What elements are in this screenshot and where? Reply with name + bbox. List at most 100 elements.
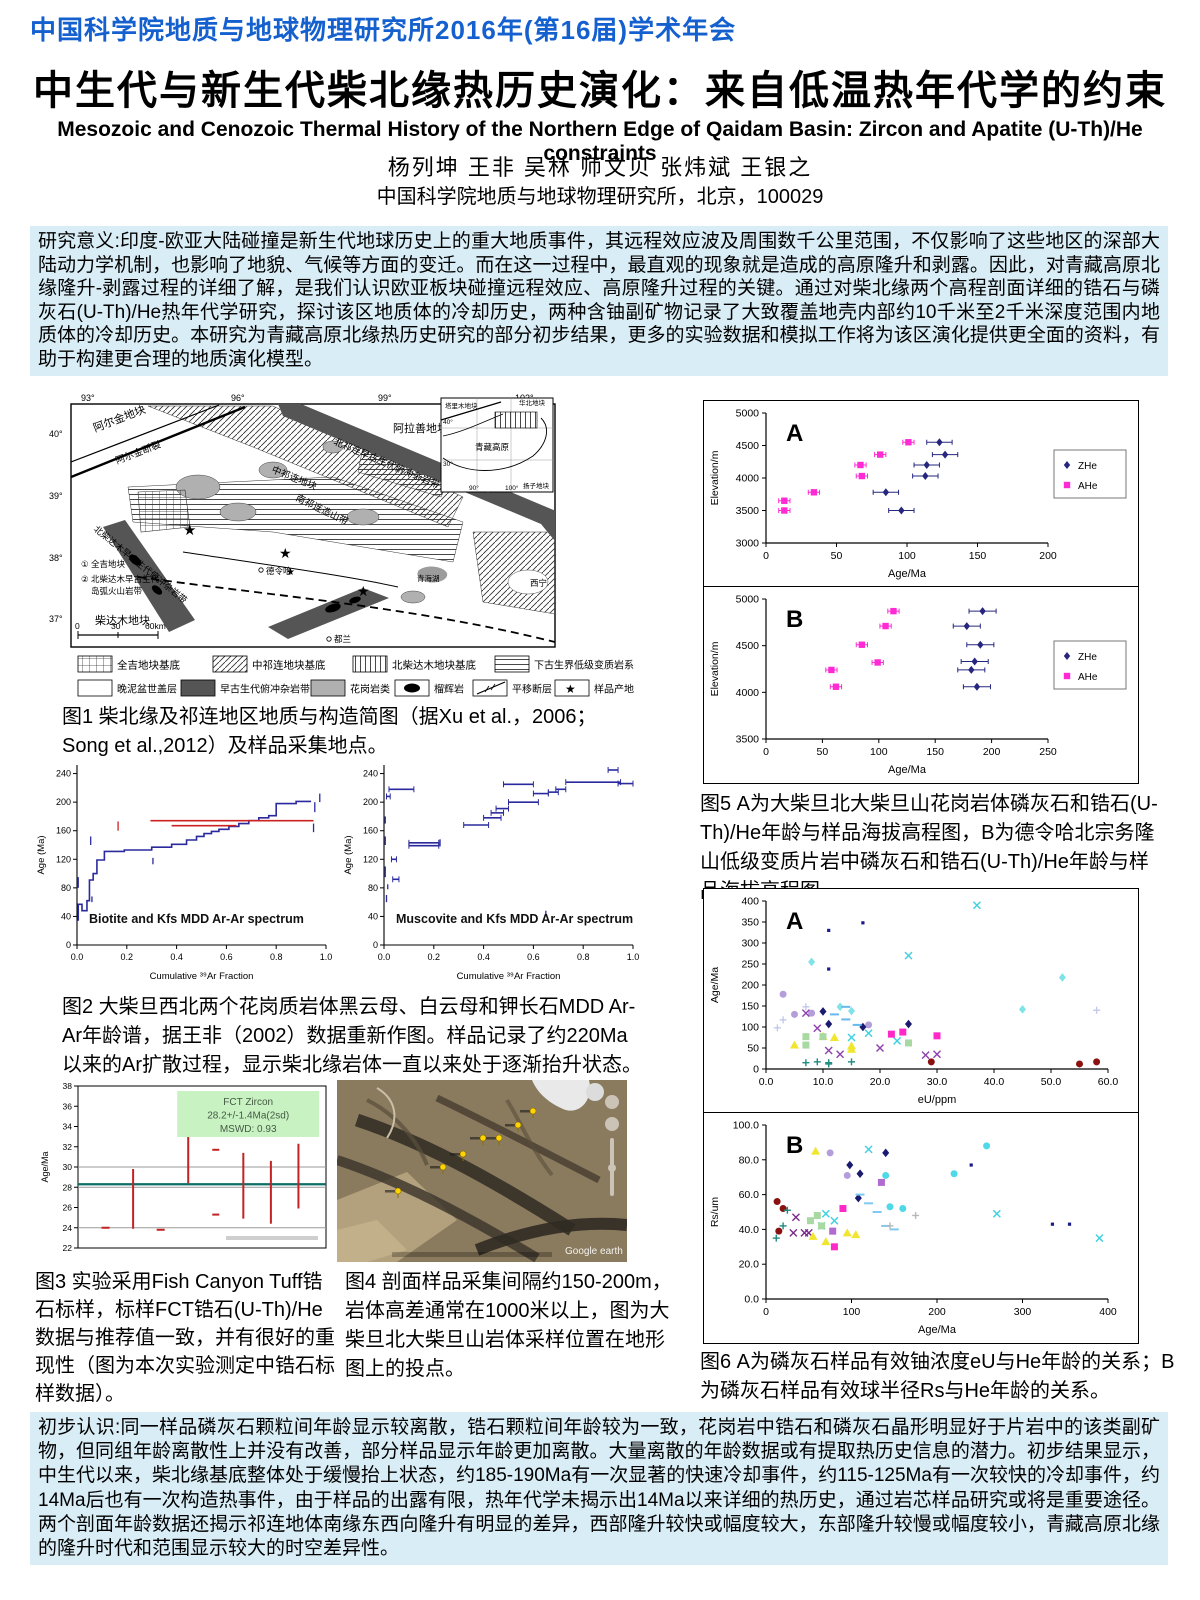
svg-text:20.0: 20.0 [870,1076,891,1088]
svg-text:22: 22 [63,1243,73,1253]
svg-text:0.6: 0.6 [220,952,233,962]
map-label-delingha: 德令哈 [266,566,292,576]
svg-text:160: 160 [363,826,378,836]
svg-text:1.0: 1.0 [320,952,333,962]
svg-text:200: 200 [741,980,759,992]
svg-text:全吉地块基底: 全吉地块基底 [117,659,180,672]
svg-text:0.8: 0.8 [270,952,283,962]
svg-text:0: 0 [763,550,769,562]
svg-text:早古生代俯冲杂岩带: 早古生代俯冲杂岩带 [220,683,310,696]
map-label-alashan: 阿拉善地块 [393,421,448,435]
poster-title-cn: 中生代与新生代柴北缘热历史演化：来自低温热年代学的约束 [33,69,1167,113]
svg-text:26: 26 [63,1203,73,1213]
svg-text:40: 40 [61,911,71,921]
authors: 杨列坤 王非 吴林 师文贝 张炜斌 王银之 [387,155,813,180]
svg-text:样品产地: 样品产地 [594,683,634,696]
svg-text:50.0: 50.0 [1041,1076,1062,1088]
svg-text:0: 0 [66,940,71,950]
svg-text:1.0: 1.0 [627,952,640,962]
svg-text:100.0: 100.0 [733,1120,759,1132]
map-scale-bar: 0 30 60km [75,621,166,639]
map-geology: ★ ★ ★ ★ [71,404,555,643]
svg-text:0.0: 0.0 [759,1076,774,1088]
map-lat-tick: 39° [49,491,63,501]
svg-text:100: 100 [898,550,916,562]
fig5-panel-a-chart: 0 50 100 150 200 3000 3500 4000 4500 5000 Age/Ma El… [709,408,1127,580]
svg-text:Muscovite and Kfs MDD Ar-Ar sp: Muscovite and Kfs MDD Ar-Ar spectrum [396,912,633,926]
svg-text:100: 100 [870,746,888,758]
svg-text:Age/Ma: Age/Ma [40,1151,50,1182]
fig2-right-spectrum-chart: 0.0 0.2 0.4 0.6 0.8 1.0 0 40 80 120 160 200 240 Cumul… [343,765,640,982]
svg-text:120: 120 [56,854,71,864]
fig3-fct-chart: 22 24 26 28 30 32 34 36 38 Age/Ma FCT Zircon 28.2+/… [40,1081,327,1253]
svg-text:300: 300 [1014,1306,1032,1318]
conclusions-paragraph: 初步认识:同一样品磷灰石颗粒间年龄显示较离散，锆石颗粒间年龄较为一致，花岗岩中锆… [30,1412,1168,1566]
svg-text:350: 350 [741,917,759,929]
map-legend-row2: 晚泥盆世盖层 早古生代俯冲杂岩带 花岗岩类 榴辉岩 平移断层 ★ 样品产地 [77,679,634,697]
svg-text:Age/Ma: Age/Ma [709,967,721,1003]
svg-text:80: 80 [368,883,378,893]
map-lat-tick: 40° [49,429,63,439]
svg-text:200: 200 [1039,550,1057,562]
svg-text:250: 250 [741,959,759,971]
svg-text:晚泥盆世盖层: 晚泥盆世盖层 [117,683,177,696]
map-label-qaidam: 柴达木地块 [95,613,150,627]
svg-text:100: 100 [843,1306,861,1318]
fig2-left-spectrum-chart: 0.0 0.2 0.4 0.6 0.8 1.0 0 40 80 120 160 200 240 Cumul… [36,765,333,982]
fig6-panel-b-box: 0 100 200 300 400 0.0 20.0 40.0 60.0 80.0 100.0 Age… [703,1112,1139,1344]
svg-text:120: 120 [363,854,378,864]
svg-text:Rs/um: Rs/um [709,1197,721,1228]
fig6-caption: 图6 A为磷灰石样品有效铀浓度eU与He年龄的关系；B为磷灰石样品有效球半径Rs… [700,1351,1175,1402]
fig3-caption: 图3 实验采用Fish Canyon Tuff锆石标样，标样FCT锆石(U-Th… [35,1271,335,1405]
map-lon-tick: 93° [81,393,95,403]
fig6-panel-a-chart: 0.0 10.0 20.0 30.0 40.0 50.0 60.0 0 50 100 150 200 2… [709,896,1118,1107]
svg-text:Age/Ma: Age/Ma [888,568,927,580]
svg-text:20.0: 20.0 [739,1259,760,1271]
map-label-xining: 西宁 [530,578,547,588]
svg-text:中祁连地块基底: 中祁连地块基底 [252,659,326,672]
svg-text:200: 200 [363,797,378,807]
poster-title-en: Mesozoic and Cenozoic Thermal History of… [57,118,1143,165]
sample-star-icon: ★ [286,567,295,578]
svg-text:40.0: 40.0 [739,1224,760,1236]
svg-text:AHe: AHe [1078,481,1098,492]
svg-text:0.2: 0.2 [121,952,134,962]
svg-text:4500: 4500 [736,440,760,452]
map-note-1: ① 全吉地块 [81,559,125,569]
svg-text:100: 100 [741,1022,759,1034]
fig6-panel-b-chart: 0 100 200 300 400 0.0 20.0 40.0 60.0 80.0 100.0 Age… [709,1120,1117,1337]
svg-text:0: 0 [763,746,769,758]
fig1-caption: 图1 柴北缘及祁连地区地质与构造简图（据Xu et al.，2006；Song … [62,706,597,757]
svg-text:34: 34 [63,1122,73,1132]
fig2-figure: 0.0 0.2 0.4 0.6 0.8 1.0 0 40 80 120 160 200 240 Cumul… [33,757,336,985]
fig5-panel-b-chart: 0 50 100 150 200 250 3500 4000 4500 5000 Age/Ma Ele… [709,594,1127,776]
inset-label-north-china: 华北地块 [519,398,546,407]
affiliation: 中国科学院地质与地球物理研究所，北京，100029 [376,186,824,208]
fig2-figure-right: 0.0 0.2 0.4 0.6 0.8 1.0 0 40 80 120 160 200 240 Cumul… [340,757,643,985]
inset-label-plateau: 青藏高原 [475,442,509,452]
svg-text:北柴达木地块基底: 北柴达木地块基底 [392,659,476,672]
svg-text:36: 36 [63,1101,73,1111]
svg-text:0: 0 [373,940,378,950]
svg-text:0: 0 [75,621,80,631]
svg-text:ZHe: ZHe [1078,461,1097,472]
fig1-map: 93° 96° 99° 102° 40° 39° 38° 37° [49,393,634,697]
svg-text:40°: 40° [443,418,453,426]
svg-text:40: 40 [368,911,378,921]
svg-text:0: 0 [763,1306,769,1318]
svg-text:400: 400 [741,896,759,908]
svg-text:4500: 4500 [736,640,760,652]
svg-text:榴辉岩: 榴辉岩 [434,683,464,696]
significance-paragraph: 研究意义:印度-欧亚大陆碰撞是新生代地球历史上的重大地质事件，其远程效应波及周围… [30,226,1168,376]
google-earth-watermark: Google earth [565,1246,623,1257]
svg-text:0.6: 0.6 [527,952,540,962]
svg-text:Age (Ma): Age (Ma) [343,835,354,874]
legend-star-icon: ★ [565,682,576,696]
svg-text:花岗岩类: 花岗岩类 [350,683,390,696]
fig1-map-figure: 93° 96° 99° 102° 40° 39° 38° 37° [33,392,638,707]
svg-text:MSWD: 0.93: MSWD: 0.93 [220,1124,277,1135]
fig5-panel-a-box: 0 50 100 150 200 3000 3500 4000 4500 5000 Age/Ma El… [703,400,1139,588]
svg-text:eU/ppm: eU/ppm [918,1094,957,1106]
svg-text:Biotite and Kfs MDD Ar-Ar spec: Biotite and Kfs MDD Ar-Ar spectrum [89,912,304,926]
